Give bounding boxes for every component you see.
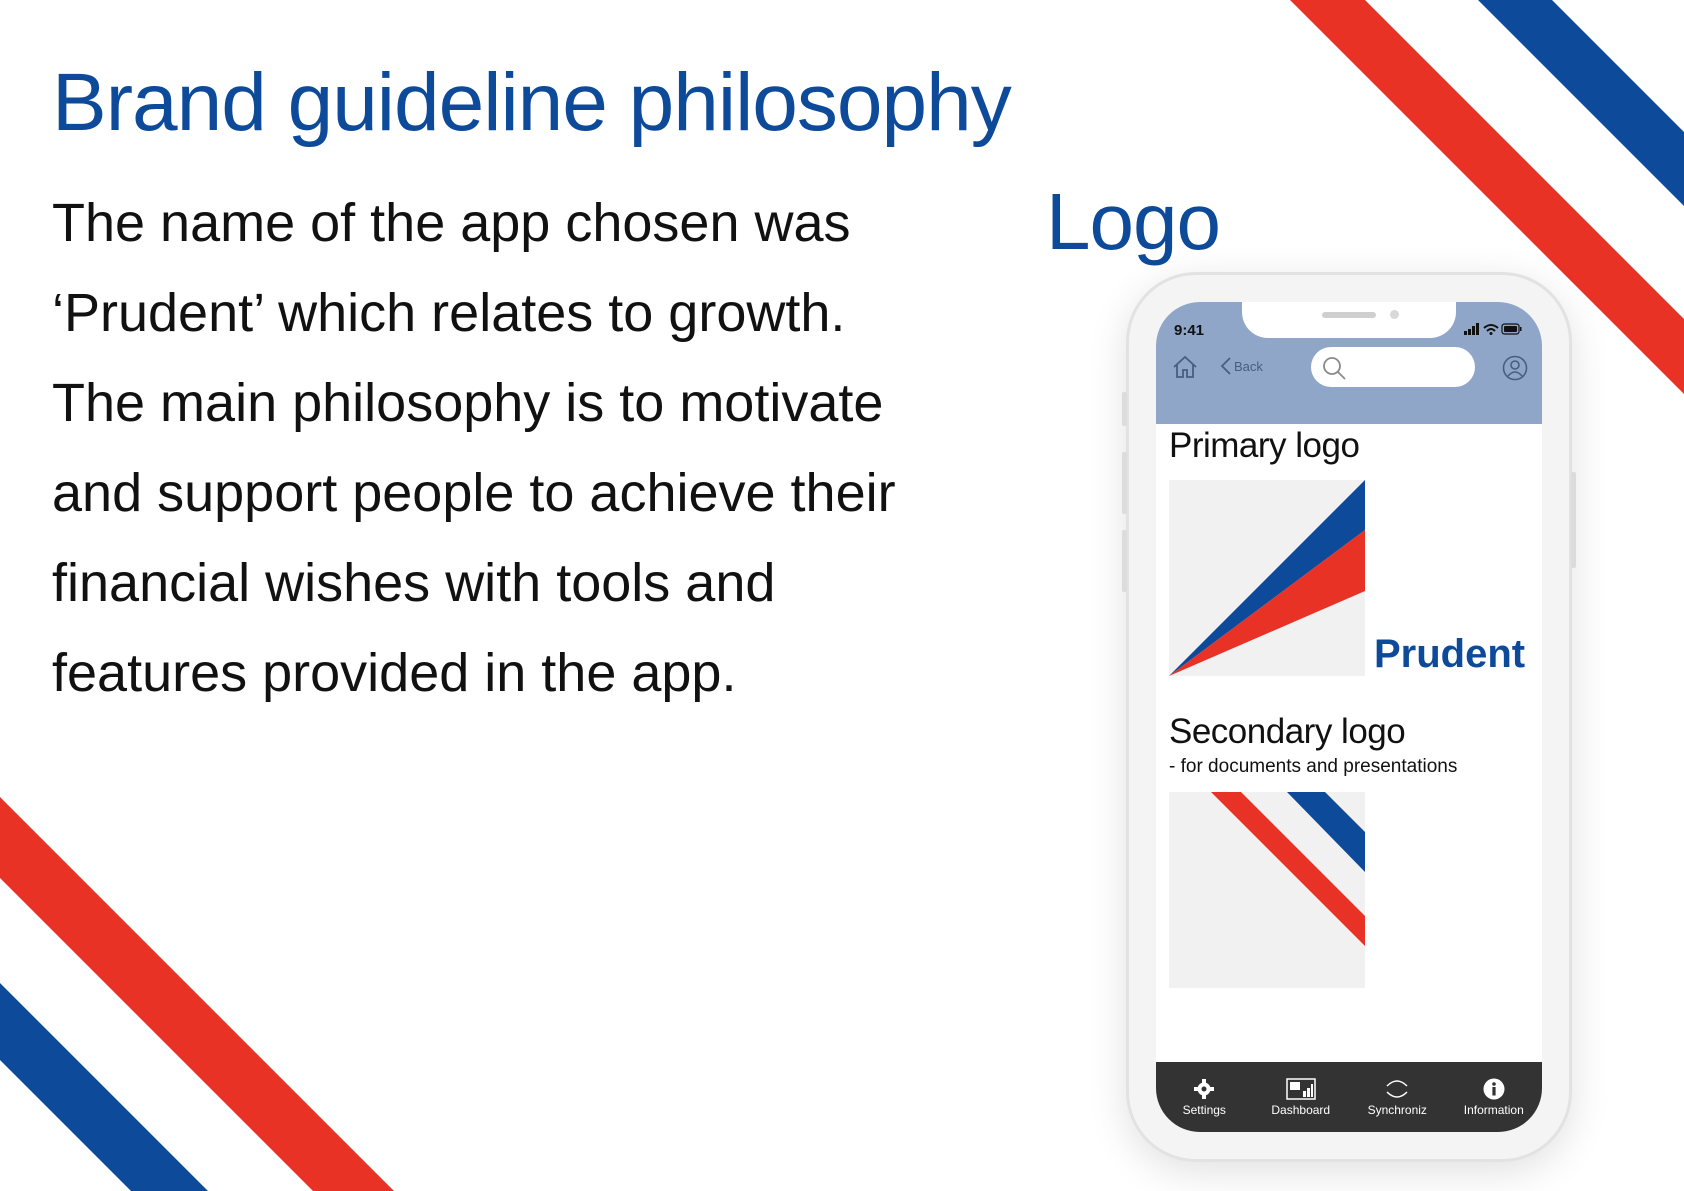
tab-bar: Settings Dashboard Synchroniz <box>1156 1062 1542 1132</box>
secondary-logo-subtitle: - for documents and presentations <box>1169 756 1458 777</box>
tab-label: Dashboard <box>1271 1102 1331 1117</box>
battery-icon <box>1501 323 1522 335</box>
dashboard-icon <box>1286 1077 1316 1100</box>
gear-icon <box>1194 1078 1215 1099</box>
philosophy-line: ‘Prudent’ which relates to growth. <box>52 283 846 343</box>
philosophy-line: The name of the app chosen was <box>52 193 851 253</box>
tab-dashboard[interactable]: Dashboard <box>1256 1077 1346 1117</box>
status-time: 9:41 <box>1174 322 1205 339</box>
tab-label: Settings <box>1182 1102 1226 1117</box>
search-icon <box>1323 357 1346 380</box>
primary-logo <box>1169 480 1365 676</box>
philosophy-text: The name of the app chosen was ‘Prudent’… <box>52 178 952 718</box>
phone-notch <box>1242 302 1456 338</box>
logo-heading: Logo <box>1046 177 1221 266</box>
tab-label: Synchroniz <box>1367 1102 1427 1117</box>
philosophy-line: and support people to achieve their <box>52 463 896 523</box>
back-label: Back <box>1234 358 1263 374</box>
app-header: 9:41 <box>1156 302 1542 424</box>
home-icon[interactable] <box>1172 355 1198 384</box>
signal-icon <box>1464 323 1479 335</box>
tab-settings[interactable]: Settings <box>1159 1078 1249 1117</box>
secondary-logo <box>1169 792 1365 988</box>
philosophy-line: The main philosophy is to motivate <box>52 373 884 433</box>
phone-side-button <box>1122 452 1127 514</box>
secondary-logo-heading: Secondary logo <box>1169 712 1406 751</box>
phone-side-button <box>1571 472 1576 568</box>
search-input[interactable] <box>1311 347 1475 387</box>
tab-information[interactable]: Information <box>1449 1078 1539 1117</box>
philosophy-line: financial wishes with tools and <box>52 553 776 613</box>
tab-label: Information <box>1463 1102 1524 1117</box>
tab-sync[interactable]: Synchroniz <box>1352 1078 1442 1117</box>
front-camera <box>1390 310 1399 319</box>
brand-name: Prudent <box>1374 632 1526 676</box>
back-button[interactable]: Back <box>1220 356 1263 376</box>
philosophy-line: features provided in the app. <box>52 643 737 703</box>
phone-side-button <box>1122 530 1127 592</box>
phone-mockup: 9:41 <box>1122 272 1576 1162</box>
primary-logo-heading: Primary logo <box>1169 426 1360 465</box>
wifi-icon <box>1483 324 1499 332</box>
status-icons <box>1464 322 1522 340</box>
sync-icon <box>1386 1079 1408 1098</box>
phone-side-button <box>1122 392 1127 426</box>
page-title: Brand guideline philosophy <box>52 57 1012 148</box>
phone-screen: 9:41 <box>1156 302 1542 1132</box>
speaker-grille <box>1322 312 1376 318</box>
info-icon <box>1483 1078 1505 1099</box>
chevron-left-icon <box>1220 357 1231 375</box>
profile-icon[interactable] <box>1502 355 1528 386</box>
